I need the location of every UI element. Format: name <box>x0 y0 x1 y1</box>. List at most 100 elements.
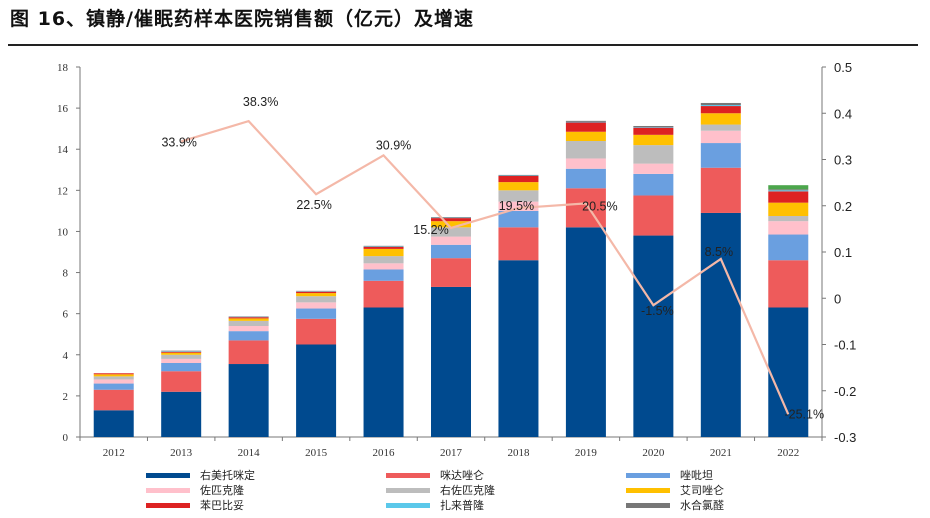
legend-item: 水合氯醛 <box>626 498 724 512</box>
bar-segment <box>296 291 337 294</box>
bar-segment <box>633 134 674 146</box>
title-rule <box>8 44 918 46</box>
bar-segment <box>498 210 539 228</box>
right-tick-label: 0.4 <box>834 106 852 121</box>
x-tick-label: 2016 <box>373 447 396 459</box>
bar-segment <box>296 296 337 303</box>
left-tick-label: 4 <box>63 350 69 362</box>
bar-segment <box>296 293 337 297</box>
growth-labels: 33.9% 38.3% 22.5% 30.9% 15.2% 19.5% 20.5% -1.5%… <box>161 95 824 421</box>
bar-segment <box>431 218 471 222</box>
bar-segment <box>565 131 606 141</box>
bar-segment <box>228 317 269 319</box>
bar-segment <box>768 190 809 192</box>
growth-line <box>180 119 790 415</box>
bar-segment <box>296 302 337 309</box>
legend-item: 咪达唑仑 <box>386 468 484 482</box>
bar-segment <box>93 379 134 384</box>
legend-item: 艾司唑仑 <box>626 483 724 497</box>
growth-data-label: 22.5% <box>296 198 331 212</box>
bar-segment <box>768 234 809 261</box>
x-tick-label: 2017 <box>440 447 463 459</box>
bar-segment <box>700 113 741 125</box>
legend-swatch <box>146 472 190 478</box>
bar-segment <box>93 389 134 411</box>
bar-segment <box>431 286 471 437</box>
bar-segment <box>565 141 606 159</box>
legend-swatch <box>626 502 670 508</box>
left-tick-label: 18 <box>57 62 69 74</box>
right-tick-label: -0.3 <box>834 430 856 445</box>
x-tick-label: 2012 <box>103 447 125 459</box>
legend-swatch <box>626 487 670 493</box>
x-tick-label: 2014 <box>238 447 261 459</box>
bar-segment <box>565 188 606 228</box>
left-tick-label: 8 <box>63 268 69 280</box>
bar-segment <box>633 127 674 135</box>
bar-segment <box>431 217 471 218</box>
bar-segment <box>498 201 539 211</box>
bar-segment <box>363 263 404 270</box>
bar-segment <box>93 383 134 390</box>
growth-data-label: -25.1% <box>784 407 824 421</box>
bar-segment <box>565 120 606 122</box>
x-tick-label: 2018 <box>507 447 530 459</box>
bar-segment <box>363 307 404 437</box>
bar-segment <box>93 376 134 380</box>
bar-segment <box>228 331 269 341</box>
growth-data-label: -1.5% <box>641 304 674 318</box>
legend-label: 水合氯醛 <box>680 499 724 512</box>
legend-label: 唑吡坦 <box>680 469 713 482</box>
bar-segment <box>296 344 337 437</box>
bar-segment <box>633 127 674 128</box>
bar-segment <box>161 358 202 363</box>
bar-segment <box>565 121 606 123</box>
left-tick-label: 10 <box>57 226 69 238</box>
bar-segment <box>431 244 471 259</box>
legend-swatch <box>626 472 670 478</box>
bar-segment <box>633 195 674 236</box>
legend-label: 佐匹克隆 <box>200 484 244 497</box>
legend-label: 右美托咪定 <box>200 469 255 482</box>
bar-segment <box>498 182 539 191</box>
bar-segment <box>296 308 337 319</box>
bar-segment <box>228 320 269 326</box>
growth-data-label: 20.5% <box>582 199 617 213</box>
x-tick-label: 2022 <box>777 447 799 459</box>
bar-segment <box>363 256 404 264</box>
legend-item: 苯巴比妥 <box>146 498 244 512</box>
left-tick-label: 12 <box>57 185 68 197</box>
bar-segment <box>228 340 269 365</box>
legend-swatch <box>386 487 430 493</box>
bar-segment <box>363 245 404 247</box>
bar-segment <box>161 363 202 372</box>
legend-swatch <box>146 502 190 508</box>
right-tick-label: -0.1 <box>834 338 856 353</box>
bar-segment <box>363 246 404 249</box>
bar-segment <box>498 175 539 183</box>
bar-segment <box>431 221 471 228</box>
legend-item: 唑吡坦 <box>626 468 713 482</box>
bar-segment <box>363 280 404 308</box>
left-tick-label: 6 <box>63 309 69 321</box>
x-tick-label: 2020 <box>642 447 665 459</box>
bar-segment <box>700 130 741 144</box>
left-tick-label: 16 <box>57 103 69 115</box>
bars <box>93 102 809 437</box>
bar-segment <box>93 373 134 375</box>
bar-segment <box>700 102 741 106</box>
bar-segment <box>700 212 741 437</box>
right-tick-label: 0.3 <box>834 153 852 168</box>
bar-segment <box>363 248 404 257</box>
bar-segment <box>700 106 741 114</box>
x-tick-label: 2021 <box>710 447 732 459</box>
bar-segment <box>565 122 606 132</box>
growth-data-label: 30.9% <box>376 138 411 152</box>
legend-label: 右佐匹克隆 <box>440 484 495 497</box>
legend-swatch <box>386 472 430 478</box>
bar-segment <box>700 167 741 213</box>
right-tick-label: -0.2 <box>834 384 856 399</box>
bar-segment <box>363 269 404 281</box>
bar-segment <box>633 235 674 437</box>
legend-swatch <box>146 487 190 493</box>
